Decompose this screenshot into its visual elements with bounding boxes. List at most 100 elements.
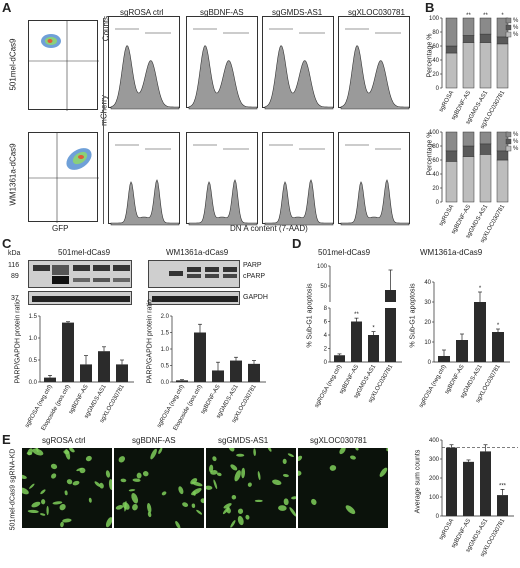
cell — [386, 448, 388, 452]
kda-116: 116 — [8, 262, 20, 269]
bar-segment — [479, 17, 492, 35]
cell — [52, 501, 63, 505]
histogram-curve — [110, 179, 180, 226]
histogram-r0-c1 — [186, 16, 258, 110]
bar-segment — [462, 35, 475, 43]
bar-segment — [445, 150, 458, 162]
bar — [212, 370, 224, 382]
cell — [339, 448, 346, 455]
sig-marker: ** — [354, 312, 359, 318]
cell — [231, 494, 237, 500]
chart-e: 0100200300400sgROSAsgBDNF-ASsgGMDS-AS1**… — [429, 438, 518, 558]
bar — [194, 332, 206, 382]
bar — [446, 447, 457, 516]
cell — [122, 502, 130, 510]
cell — [158, 448, 163, 455]
bar — [368, 335, 379, 362]
cell — [237, 515, 244, 526]
row-label-wm1361a: WM1361a-dCas9 — [8, 143, 18, 206]
bar — [463, 461, 474, 516]
sig-marker: ** — [466, 13, 471, 19]
cell — [191, 487, 202, 496]
blot-title-wm1361a: WM1361a-dCas9 — [166, 248, 229, 257]
bar-segment — [462, 145, 475, 157]
cell — [50, 463, 58, 470]
histogram-curve — [110, 45, 180, 110]
cell — [41, 499, 46, 505]
bar — [492, 332, 504, 362]
y-tick-label: 60 — [432, 44, 439, 50]
hist-title-2: sgGMDS-AS1 — [272, 8, 323, 17]
histogram-curve — [340, 179, 410, 226]
x-tick-label: sgROSA (neg.ctrl) — [418, 364, 447, 409]
cell — [345, 505, 356, 515]
bar-segment — [496, 43, 509, 89]
cell — [62, 518, 72, 523]
bar — [438, 356, 450, 362]
cell — [193, 491, 196, 496]
sig-marker: * — [372, 326, 375, 332]
kda-37: 37 — [11, 295, 19, 302]
d-title-left: 501mel-dCas9 — [318, 248, 371, 257]
legend-swatch — [505, 31, 512, 38]
cell — [329, 465, 337, 471]
band-label-parp: PARP — [243, 262, 262, 269]
panel-a-divider — [103, 18, 104, 224]
cell — [234, 470, 241, 482]
cell — [191, 503, 196, 508]
bar — [116, 364, 128, 382]
bar-segment — [496, 36, 509, 45]
cell — [136, 472, 142, 479]
cell — [175, 520, 181, 528]
cell — [298, 470, 302, 476]
bar — [497, 495, 508, 516]
sig-marker: ** — [483, 13, 488, 19]
cell — [291, 496, 296, 500]
sig-marker: *** — [499, 483, 507, 489]
bar-segment — [496, 159, 509, 203]
bar-lower — [385, 308, 396, 362]
y-tick-label: 1.0 — [161, 347, 170, 353]
bar-segment — [479, 143, 492, 155]
bar — [351, 321, 362, 362]
histogram-r1-c1 — [186, 132, 258, 226]
cell — [40, 489, 46, 495]
cell — [88, 497, 92, 503]
cell — [178, 486, 184, 495]
bar-segment — [462, 17, 475, 36]
y-tick-label: 400 — [429, 438, 440, 444]
e-row-label: 501mel-dCas9 sgRNA-KD — [9, 448, 17, 531]
cell — [253, 448, 256, 457]
cell — [212, 456, 217, 462]
bar-segment — [479, 33, 492, 43]
cell — [118, 456, 126, 463]
legend-swatch — [505, 17, 512, 24]
e-title-3: sgXLOC030781 — [310, 436, 367, 445]
cell — [278, 505, 287, 511]
cell — [196, 509, 203, 515]
legend-label: % G1 — [513, 32, 520, 38]
bar-segment — [462, 131, 475, 147]
panel-letter-b: B — [425, 0, 435, 15]
band-label-cparp: cPARP — [243, 273, 266, 280]
cell — [282, 458, 287, 465]
y-tick-label: 2.0 — [161, 314, 170, 320]
bar — [80, 364, 92, 382]
cell — [69, 448, 75, 453]
cell — [94, 481, 101, 487]
cell — [257, 471, 261, 481]
cell — [147, 502, 152, 514]
y-tick-label: 40 — [432, 172, 439, 178]
micrograph-sgbdnf — [114, 448, 204, 528]
row-label-501mel: 501mel-dCas9 — [8, 38, 18, 91]
scatter-top-svg — [29, 21, 99, 111]
y-tick-label: 2 — [324, 347, 328, 353]
y-tick-label: 30 — [424, 300, 431, 306]
y-tick-label: 80 — [432, 144, 439, 150]
histogram-curve — [188, 45, 258, 110]
legend-swatch — [505, 24, 512, 31]
cell — [209, 464, 214, 473]
y-tick-label: 40 — [432, 58, 439, 64]
cell — [222, 506, 230, 515]
bar-segment — [445, 161, 458, 203]
